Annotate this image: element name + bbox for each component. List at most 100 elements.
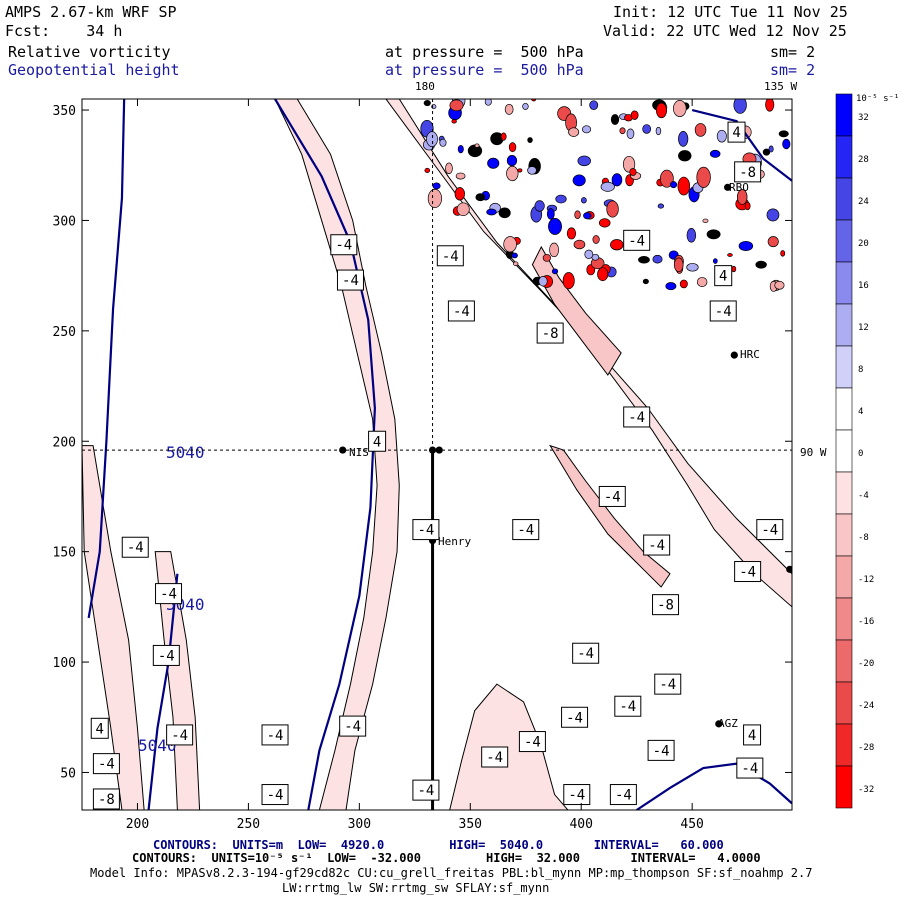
vorticity-cell-110 (583, 212, 592, 220)
vorticity-cell-147 (780, 250, 786, 257)
contour-label-box-13 (561, 706, 589, 728)
vorticity-cell-88 (449, 99, 464, 112)
vorticity-cell-38 (655, 126, 662, 136)
colorbar-segment-2 (835, 177, 853, 221)
vorticity-cell-56 (548, 218, 562, 235)
smoothing1-label: sm= 2 (770, 43, 816, 61)
vorticity-cell-18 (498, 207, 511, 219)
contour-label-27: -4 (761, 523, 778, 539)
vorticity-cell-77 (551, 268, 559, 275)
colorbar-segment-15 (835, 723, 853, 767)
vorticity-cell-127 (665, 282, 677, 291)
colorbar-tick-label-7: 4 (858, 407, 863, 417)
vorticity-cell-146 (768, 145, 774, 153)
vorticity-cell-75 (513, 261, 519, 267)
contour-label-box-28 (734, 561, 762, 583)
contour-label-box-31 (436, 245, 464, 267)
vorticity-cell-106 (782, 138, 791, 150)
vorticity-cell-95 (731, 265, 737, 273)
vorticity-cell-69 (424, 167, 431, 173)
colorbar-segment-4 (835, 261, 853, 305)
colorbar-tick-label-4: 16 (858, 281, 869, 291)
contour-label-24: -4 (659, 677, 676, 693)
x-tick-label-3: 350 (459, 817, 482, 832)
contour-label-13: -4 (566, 710, 583, 726)
vorticity-cell-100 (673, 100, 687, 117)
vorticity-cell-84 (686, 263, 699, 272)
colorbar-segment-9 (835, 471, 853, 515)
vorticity-cell-8 (542, 253, 551, 262)
vorticity-band-3 (549, 444, 671, 588)
colorbar-segment-11 (835, 555, 853, 599)
contour-label-30: 4 (373, 434, 381, 450)
vorticity-cell-3 (506, 154, 518, 167)
vorticity-cell-132 (738, 240, 754, 252)
contour-label-box-5 (92, 753, 120, 775)
contour-label-box-3 (166, 724, 194, 746)
contour-label-22: -4 (604, 489, 621, 505)
x-tick-label-0: 200 (126, 817, 149, 832)
contour-label-box-11 (481, 746, 509, 768)
vorticity-cell-86 (538, 276, 548, 287)
vorticity-cell-108 (694, 123, 707, 137)
contour-label-box-22 (598, 485, 626, 507)
contour-label-39: 4 (719, 269, 727, 285)
vorticity-cell-129 (702, 218, 709, 224)
field2-label: Geopotential height (8, 61, 180, 79)
station-label-rbo: RBO (729, 181, 749, 194)
contour-label-17: -4 (615, 788, 632, 804)
station-dot-1 (428, 446, 437, 454)
contour-label-box-35 (336, 269, 364, 291)
contour-label-box-29 (412, 519, 440, 541)
contour-label-box-26 (743, 724, 762, 746)
contour-label-33: -8 (542, 326, 559, 342)
contour-label-box-12 (518, 731, 546, 753)
vorticity-cell-134 (657, 203, 665, 209)
vorticity-cell-165 (744, 201, 751, 211)
vorticity-cell-162 (655, 102, 667, 119)
x-tick-label-4: 400 (569, 817, 592, 832)
contour-label-2: -4 (158, 648, 175, 664)
contour-label-21: -4 (648, 538, 665, 554)
contour-label-37: -4 (628, 233, 645, 249)
contour-label-6: -8 (98, 792, 115, 808)
height-contour-0 (87, 99, 126, 619)
x-tick-label-2: 300 (348, 817, 371, 832)
colorbar-tick-label-3: 20 (858, 239, 869, 249)
colorbar-tick-label-12: -16 (858, 617, 874, 627)
contour-label-31: -4 (442, 249, 459, 265)
vorticity-cell-130 (486, 208, 497, 216)
contour-label-38: -4 (715, 304, 732, 320)
vorticity-cell-112 (598, 218, 611, 228)
contour-label-box-32 (447, 300, 475, 322)
vorticity-cell-98 (629, 168, 637, 176)
contour-label-35: -4 (342, 273, 359, 289)
height-contour-1 (274, 99, 376, 810)
station-dot-4 (730, 351, 738, 359)
vorticity-cell-117 (597, 267, 609, 282)
vorticity-cell-101 (679, 279, 688, 289)
height-contour-3 (636, 762, 792, 810)
vorticity-cell-28 (712, 258, 718, 264)
contour-label-box-33 (536, 322, 564, 344)
contour-label-box-0 (121, 536, 149, 558)
forecast-hour: Fcst: 34 h (5, 22, 123, 40)
colorbar-tick-label-1: 28 (858, 155, 869, 165)
vorticity-cell-150 (527, 166, 537, 175)
x-tick-label-5: 450 (680, 817, 703, 832)
contour-label-4: 4 (96, 721, 104, 737)
vorticity-band-5 (82, 445, 145, 810)
station-dot-5 (715, 720, 723, 728)
station-dot-0 (339, 446, 347, 454)
vorticity-cell-161 (475, 193, 486, 202)
colorbar-tick-label-9: -4 (858, 491, 869, 501)
colorbar-tick-label-10: -8 (858, 533, 869, 543)
contour-label-box-10 (412, 779, 440, 801)
vorticity-cell-93 (423, 99, 431, 107)
footer-model-info: Model Info: MPASv8.2.3-194-gf29cd82c CU:… (90, 866, 813, 880)
colorbar-segment-5 (835, 303, 853, 347)
contour-label-box-25 (736, 757, 764, 779)
vorticity-cell-80 (610, 114, 620, 125)
contour-label-36: -4 (335, 238, 352, 254)
